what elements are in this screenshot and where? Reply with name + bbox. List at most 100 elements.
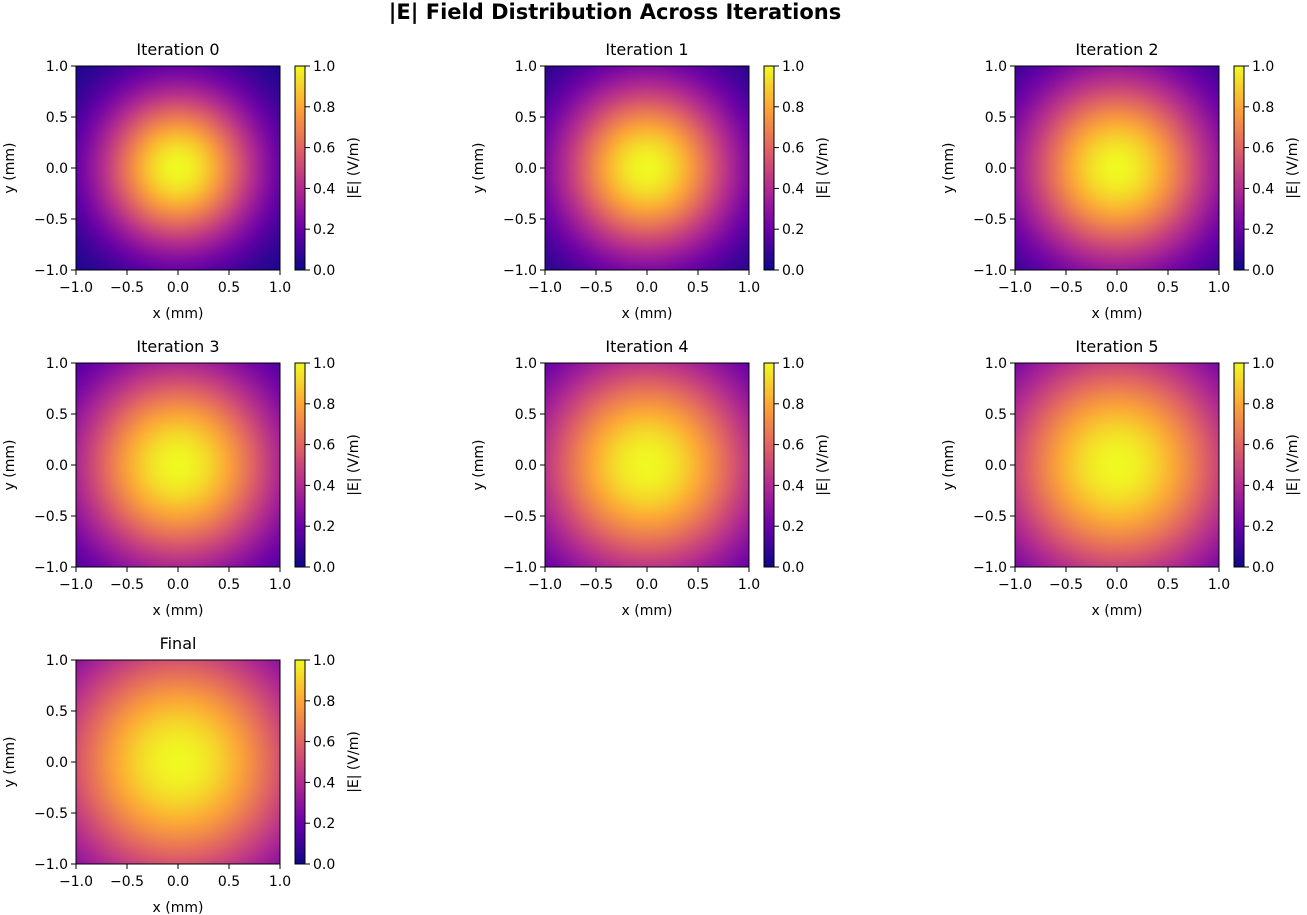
colorbar: [763, 65, 775, 271]
colorbar-tick-label: 1.0: [782, 59, 804, 75]
x-tick-label: 0.5: [218, 874, 240, 890]
colorbar-tick-label: 0.0: [1252, 263, 1274, 279]
x-tick-label: 0.0: [167, 874, 189, 890]
colorbar-tick-label: 0.4: [782, 478, 804, 494]
colorbar-label: |E| (V/m): [346, 137, 362, 199]
panel-title: Iteration 0: [136, 40, 219, 59]
x-tick-label: −1.0: [59, 577, 93, 593]
colorbar-tick-label: 0.6: [313, 735, 335, 751]
panel-5: Iteration 5 −1.0 −0.5 0.0 0.5 1.0 −1.0 −0.5 0.0 0…: [941, 337, 1301, 619]
x-tick-label: −1.0: [998, 280, 1032, 296]
x-tick-label: 0.0: [636, 280, 658, 296]
colorbar-tick-label: 0.8: [313, 694, 335, 710]
colorbar-tick-label: 0.8: [313, 100, 335, 116]
y-axis-label: y (mm): [941, 440, 957, 491]
y-tick-label: −0.5: [34, 212, 68, 228]
colorbar-tick-label: 0.8: [782, 397, 804, 413]
panel-3: Iteration 3 −1.0 −0.5 0.0 0.5 1.0 −1.0 −0.5 0.0 0…: [2, 337, 362, 619]
colorbar-tick-label: 0.4: [313, 181, 335, 197]
colorbar-tick-label: 0.8: [1252, 397, 1274, 413]
colorbar-tick-label: 0.6: [782, 141, 804, 157]
colorbar-tick-label: 0.8: [1252, 100, 1274, 116]
colorbar-tick-label: 0.2: [313, 816, 335, 832]
x-tick-label: −0.5: [1049, 577, 1083, 593]
x-tick-label: 0.5: [218, 577, 240, 593]
y-axis-label: y (mm): [941, 143, 957, 194]
panel-1: Iteration 1 −1.0 −0.5 0.0 0.5 1.0 −1.0 −0.5 0.0 0…: [471, 40, 831, 322]
y-axis-label: y (mm): [2, 143, 18, 194]
panel-title: Final: [160, 634, 197, 653]
x-tick-label: 1.0: [1208, 577, 1230, 593]
y-tick-label: 0.5: [515, 407, 537, 423]
colorbar: [763, 362, 775, 568]
colorbar-tick-label: 0.2: [1252, 222, 1274, 238]
heatmap-image: [76, 660, 280, 864]
x-tick-label: −1.0: [998, 577, 1032, 593]
colorbar-tick-label: 0.0: [313, 857, 335, 873]
colorbar-tick-label: 1.0: [313, 59, 335, 75]
x-tick-label: 0.5: [1157, 577, 1179, 593]
x-tick-label: 0.5: [218, 280, 240, 296]
x-axis-label: x (mm): [1092, 603, 1143, 619]
colorbar-tick-label: 0.8: [313, 397, 335, 413]
panel-2: Iteration 2 −1.0 −0.5 0.0 0.5 1.0 −1.0 −0.5 0.0 0…: [941, 40, 1301, 322]
y-tick-label: −0.5: [973, 212, 1007, 228]
colorbar-tick-label: 0.4: [313, 478, 335, 494]
y-tick-label: 1.0: [515, 59, 537, 75]
y-tick-label: 0.0: [985, 161, 1007, 177]
y-axis-label: y (mm): [2, 440, 18, 491]
x-tick-label: −0.5: [1049, 280, 1083, 296]
y-tick-label: −1.0: [503, 560, 537, 576]
y-tick-label: 0.5: [985, 110, 1007, 126]
x-axis-label: x (mm): [153, 603, 204, 619]
panel-title: Iteration 5: [1075, 337, 1158, 356]
y-axis-label: y (mm): [2, 737, 18, 788]
x-tick-label: 1.0: [269, 280, 291, 296]
heatmap-image: [545, 363, 749, 567]
x-axis-label: x (mm): [622, 306, 673, 322]
x-tick-label: −0.5: [110, 280, 144, 296]
colorbar: [1233, 362, 1245, 568]
y-tick-label: 0.0: [46, 161, 68, 177]
colorbar-tick-label: 1.0: [1252, 59, 1274, 75]
colorbar-label: |E| (V/m): [815, 137, 831, 199]
colorbar-tick-label: 1.0: [313, 653, 335, 669]
y-tick-label: 0.5: [515, 110, 537, 126]
colorbar-tick-label: 0.6: [782, 438, 804, 454]
colorbar-label: |E| (V/m): [346, 434, 362, 496]
x-axis-label: x (mm): [153, 900, 204, 915]
colorbar: [294, 659, 306, 865]
x-tick-label: 1.0: [269, 577, 291, 593]
y-tick-label: −1.0: [973, 263, 1007, 279]
heatmap-image: [76, 363, 280, 567]
x-axis-label: x (mm): [1092, 306, 1143, 322]
heatmap-image: [1015, 363, 1219, 567]
x-tick-label: 0.5: [1157, 280, 1179, 296]
x-tick-label: −1.0: [528, 577, 562, 593]
x-tick-label: −1.0: [528, 280, 562, 296]
heatmap-image: [545, 66, 749, 270]
colorbar-tick-label: 0.6: [313, 141, 335, 157]
x-tick-label: 0.0: [167, 280, 189, 296]
y-tick-label: −0.5: [503, 212, 537, 228]
colorbar-tick-label: 0.0: [1252, 560, 1274, 576]
x-tick-label: −0.5: [110, 577, 144, 593]
colorbar-tick-label: 0.0: [782, 560, 804, 576]
colorbar-tick-label: 1.0: [782, 356, 804, 372]
heatmap-image: [76, 66, 280, 270]
y-tick-label: 0.5: [46, 407, 68, 423]
x-tick-label: −0.5: [579, 577, 613, 593]
x-tick-label: 1.0: [1208, 280, 1230, 296]
x-tick-label: 0.0: [1106, 577, 1128, 593]
colorbar: [294, 65, 306, 271]
y-tick-label: 0.5: [46, 110, 68, 126]
panel-title: Iteration 2: [1075, 40, 1158, 59]
y-tick-label: 0.0: [46, 458, 68, 474]
x-tick-label: 1.0: [738, 280, 760, 296]
colorbar: [294, 362, 306, 568]
colorbar-label: |E| (V/m): [346, 731, 362, 793]
y-tick-label: −1.0: [973, 560, 1007, 576]
colorbar-tick-label: 0.2: [313, 519, 335, 535]
colorbar-tick-label: 0.0: [782, 263, 804, 279]
